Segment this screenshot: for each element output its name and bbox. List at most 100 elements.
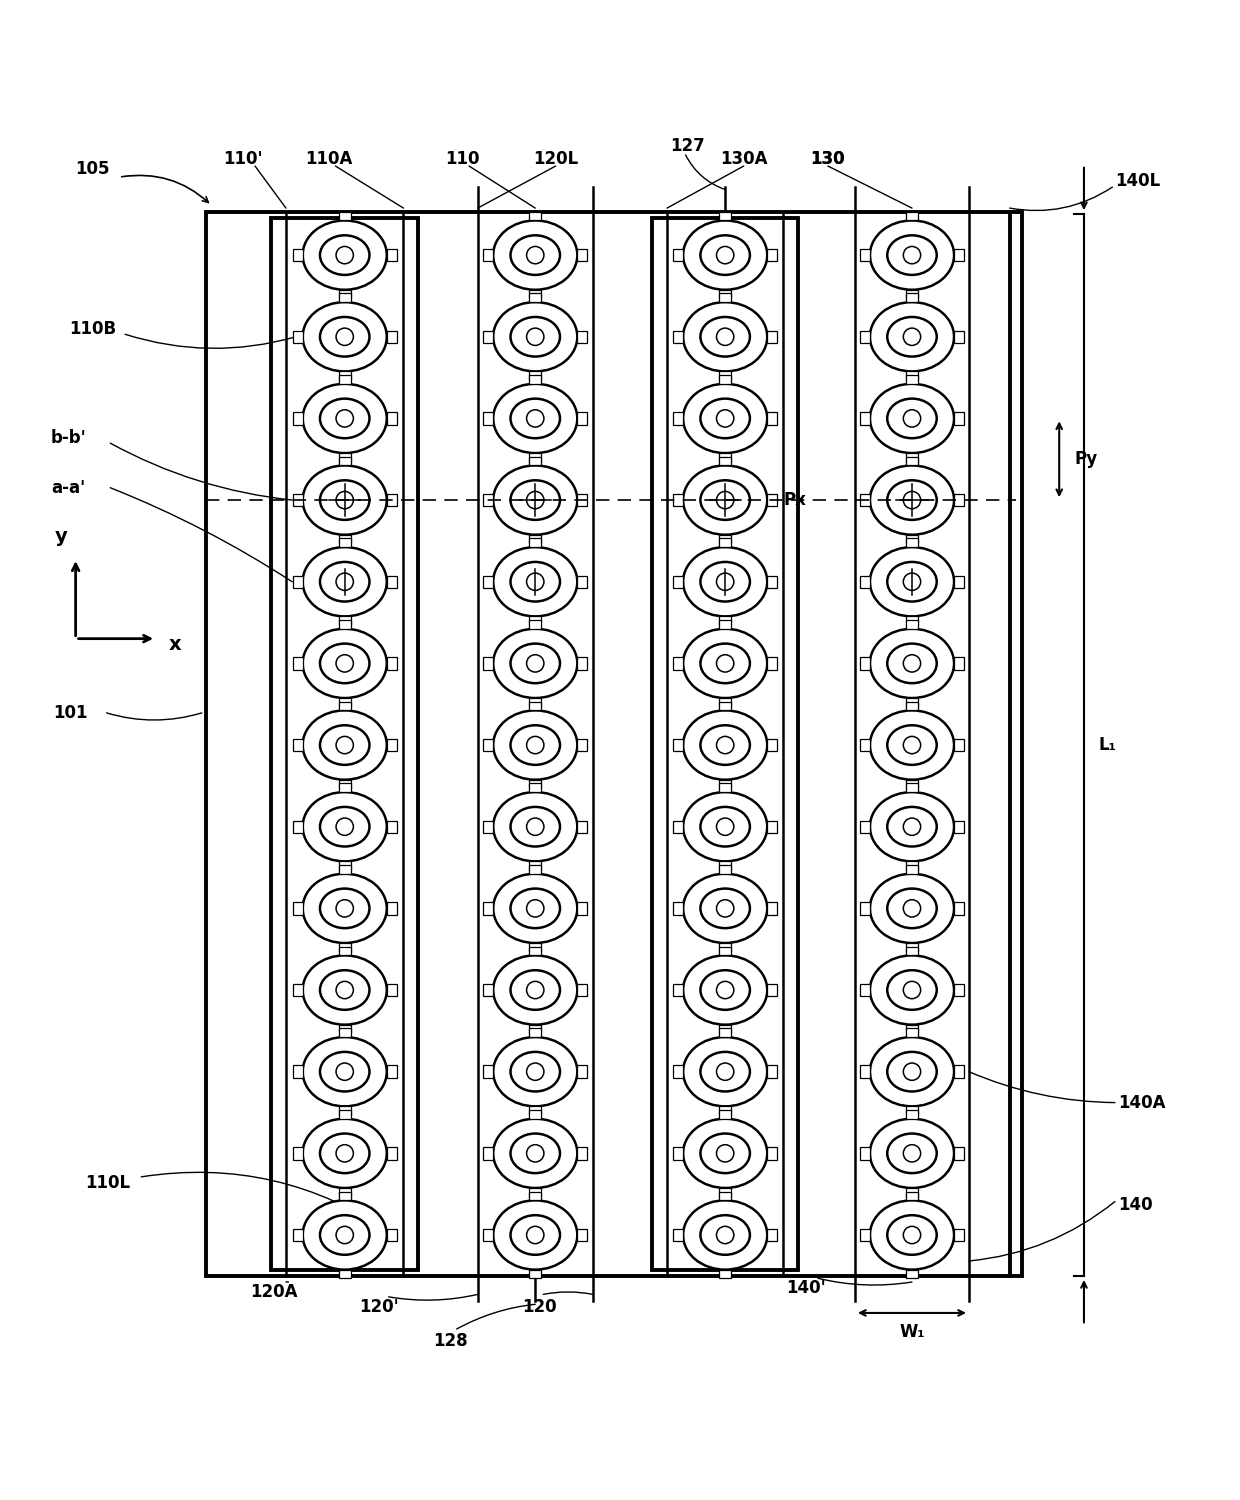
Ellipse shape [683, 548, 768, 616]
Ellipse shape [494, 1036, 578, 1107]
Bar [719, 944, 732, 951]
Bar [529, 620, 542, 628]
Bar [293, 576, 303, 588]
Bar [293, 330, 303, 344]
Ellipse shape [527, 736, 544, 753]
Bar [529, 290, 542, 298]
Ellipse shape [903, 818, 920, 836]
Bar [905, 1188, 918, 1197]
Ellipse shape [336, 654, 353, 672]
Ellipse shape [870, 873, 954, 944]
Ellipse shape [303, 302, 387, 372]
Bar [768, 330, 777, 344]
Ellipse shape [320, 644, 370, 682]
Ellipse shape [527, 654, 544, 672]
Bar [339, 375, 351, 384]
Text: 110A: 110A [305, 150, 353, 168]
Bar [339, 1024, 351, 1033]
Bar [529, 1269, 542, 1278]
Bar [339, 458, 351, 465]
Bar [954, 1065, 963, 1078]
Text: 127: 127 [671, 136, 706, 154]
Ellipse shape [870, 628, 954, 698]
Bar [673, 740, 683, 752]
Bar [484, 821, 494, 833]
Bar [719, 702, 732, 711]
Ellipse shape [717, 573, 734, 591]
Ellipse shape [701, 480, 750, 520]
Bar [954, 576, 963, 588]
Ellipse shape [903, 1064, 920, 1080]
Bar [529, 944, 542, 951]
Ellipse shape [683, 384, 768, 453]
Bar [339, 620, 351, 628]
Bar [673, 984, 683, 996]
Bar [905, 944, 918, 951]
Ellipse shape [527, 328, 544, 345]
Bar [905, 538, 918, 548]
Bar [954, 902, 963, 915]
Ellipse shape [870, 220, 954, 290]
Bar [529, 372, 542, 380]
Bar [339, 1029, 351, 1036]
Ellipse shape [527, 410, 544, 428]
Ellipse shape [701, 807, 750, 846]
Ellipse shape [527, 573, 544, 591]
Ellipse shape [494, 1200, 578, 1269]
Ellipse shape [870, 1200, 954, 1269]
Ellipse shape [888, 970, 936, 1010]
Ellipse shape [303, 220, 387, 290]
Ellipse shape [511, 236, 560, 274]
Bar [484, 740, 494, 752]
Text: y: y [55, 526, 67, 546]
Ellipse shape [336, 981, 353, 999]
Bar [529, 702, 542, 711]
Text: 130A: 130A [720, 150, 768, 168]
Text: a-a': a-a' [51, 478, 86, 496]
Ellipse shape [888, 316, 936, 357]
Ellipse shape [888, 807, 936, 846]
Bar [768, 821, 777, 833]
Bar [387, 657, 397, 669]
Ellipse shape [303, 1036, 387, 1107]
Bar [954, 330, 963, 344]
Bar [905, 865, 918, 873]
Bar [293, 494, 303, 507]
Bar [484, 1065, 494, 1078]
Ellipse shape [336, 736, 353, 753]
Ellipse shape [701, 726, 750, 765]
Ellipse shape [701, 644, 750, 682]
Bar [719, 861, 732, 870]
Bar [293, 740, 303, 752]
Bar [719, 616, 732, 626]
Bar [339, 1188, 351, 1197]
Ellipse shape [903, 1227, 920, 1244]
Bar [905, 1191, 918, 1200]
Ellipse shape [683, 628, 768, 698]
Ellipse shape [320, 1052, 370, 1092]
Bar [861, 902, 870, 915]
Ellipse shape [303, 1200, 387, 1269]
Ellipse shape [511, 1052, 560, 1092]
Ellipse shape [494, 956, 578, 1024]
Bar [529, 1188, 542, 1197]
Ellipse shape [888, 1052, 936, 1092]
Bar [578, 984, 588, 996]
Text: x: x [169, 636, 181, 654]
Ellipse shape [888, 1215, 936, 1255]
Bar [719, 1107, 732, 1114]
Bar [293, 249, 303, 261]
Bar [484, 984, 494, 996]
Bar [673, 330, 683, 344]
Bar [719, 458, 732, 465]
Text: Px: Px [784, 490, 806, 508]
Bar [768, 902, 777, 915]
Ellipse shape [888, 236, 936, 274]
Bar [529, 294, 542, 302]
Bar [387, 1148, 397, 1160]
Bar [673, 902, 683, 915]
Bar [954, 1228, 963, 1240]
Ellipse shape [683, 465, 768, 534]
Ellipse shape [336, 328, 353, 345]
Ellipse shape [701, 399, 750, 438]
